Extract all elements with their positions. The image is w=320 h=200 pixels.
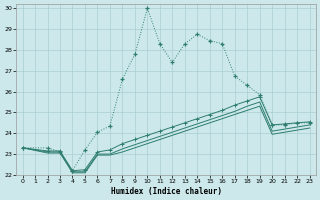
X-axis label: Humidex (Indice chaleur): Humidex (Indice chaleur)	[111, 187, 221, 196]
